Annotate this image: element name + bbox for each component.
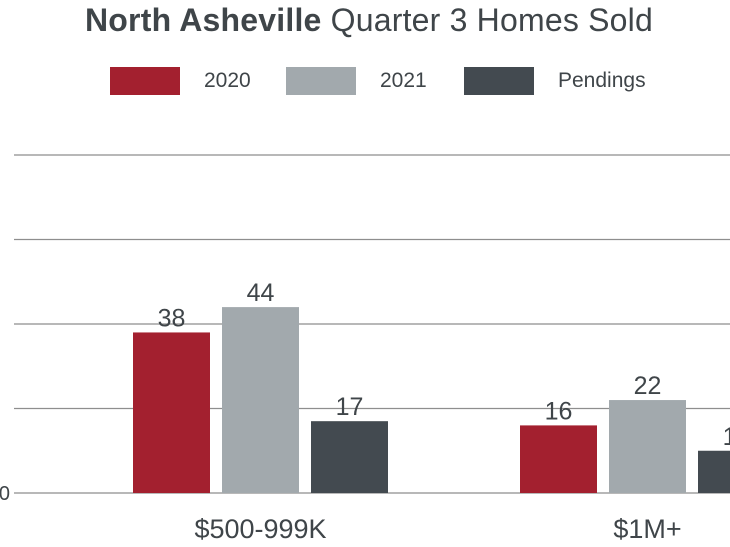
y-tick-label-0: 0 [0, 483, 10, 505]
chart-title-light: Quarter 3 Homes Sold [330, 2, 653, 38]
bar-2020-0 [133, 332, 210, 493]
data-label-2021-0: 44 [247, 279, 275, 307]
data-label-pendings-1: 10 [723, 423, 730, 451]
data-label-pendings-0: 17 [336, 393, 364, 421]
legend-label-pendings: Pendings [558, 69, 646, 92]
legend-swatch-2021 [286, 67, 356, 95]
data-label-2020-1: 16 [545, 397, 573, 425]
bar-2021-1 [609, 400, 686, 493]
chart-title-bold: North Asheville [85, 2, 322, 38]
category-label-1: $1M+ [613, 514, 681, 544]
data-label-2021-1: 22 [634, 372, 662, 400]
bar-2021-0 [222, 307, 299, 493]
bar-pendings-0 [311, 421, 388, 493]
legend-swatch-2020 [110, 67, 180, 95]
bar-2020-1 [520, 425, 597, 493]
legend-item-2021: 2021 [286, 66, 427, 96]
legend-swatch-pendings [464, 67, 534, 95]
legend-label-2021: 2021 [380, 69, 427, 92]
bar-pendings-1 [698, 450, 730, 493]
legend-label-2020: 2020 [204, 69, 251, 92]
legend-item-2020: 2020 [110, 66, 251, 96]
category-label-0: $500-999K [194, 514, 326, 544]
chart-title: North Asheville Quarter 3 Homes Sold [85, 2, 653, 39]
legend-item-pendings: Pendings [464, 66, 646, 96]
data-label-2020-0: 38 [158, 304, 186, 332]
chart-legend: 2020 2021 Pendings [0, 66, 730, 102]
